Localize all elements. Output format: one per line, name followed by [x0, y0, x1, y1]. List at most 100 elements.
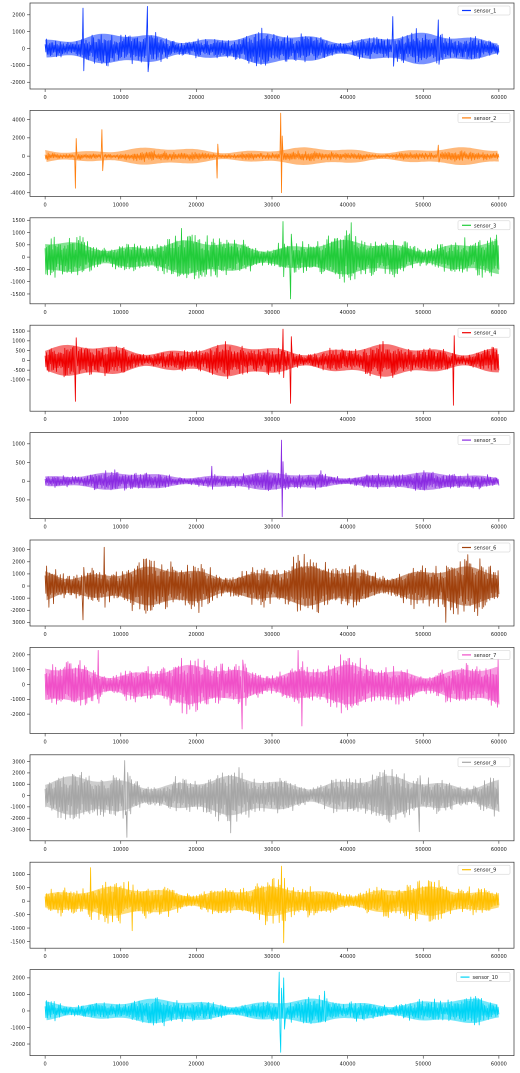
legend-label: sensor_1 [474, 9, 496, 15]
legend-box [457, 864, 511, 875]
x-tick-label: 10000 [113, 847, 129, 853]
legend: sensor_7 [457, 650, 511, 660]
x-tick-label: 50000 [415, 847, 431, 853]
y-tick-label: -500 [14, 912, 25, 918]
y-tick-label: 0 [22, 479, 25, 485]
y-tick-label: 2000 [12, 771, 25, 777]
series-line [44, 328, 500, 406]
y-tick-label: -1000 [10, 926, 25, 932]
y-tick-label: 0 [22, 255, 25, 261]
x-tick-label: 20000 [188, 1062, 204, 1068]
x-tick-label: 0 [44, 1062, 47, 1068]
x-tick-label: 20000 [188, 525, 204, 531]
x-tick-label: 40000 [340, 632, 356, 638]
x-tick-label: 10000 [113, 954, 129, 960]
y-tick-label: -3000 [10, 827, 25, 833]
legend: sensor_9 [457, 864, 511, 875]
y-tick-label: -500 [14, 267, 25, 273]
x-tick-label: 0 [44, 525, 47, 531]
x-tick-label: 0 [44, 417, 47, 423]
x-tick-label: 10000 [113, 417, 129, 423]
chart-panel-5: 0 10000 20000 30000 40000 50000 60000 500 0 500 10… [12, 432, 515, 531]
x-tick-label: 40000 [340, 310, 356, 316]
y-tick-label: -1000 [10, 697, 25, 703]
x-tick-label: 20000 [188, 632, 204, 638]
legend-box [457, 113, 511, 123]
x-tick-label: 10000 [113, 310, 129, 316]
series-line [44, 865, 500, 944]
x-tick-label: 0 [44, 847, 47, 853]
legend: sensor_10 [456, 972, 511, 982]
legend-box [457, 327, 511, 338]
y-tick-label: -1500 [10, 292, 25, 298]
x-tick-label: 0 [44, 954, 47, 960]
legend-box [457, 757, 511, 768]
y-tick-label: -1000 [10, 279, 25, 285]
legend-box [457, 5, 511, 16]
x-tick-label: 30000 [264, 310, 280, 316]
x-tick-label: 50000 [415, 310, 431, 316]
chart-panel-8: 0 10000 20000 30000 40000 50000 60000-3000-200… [10, 754, 515, 853]
y-tick-label: 1000 [12, 442, 25, 448]
x-tick-label: 50000 [415, 739, 431, 745]
x-tick-label: 30000 [264, 954, 280, 960]
x-tick-label: 30000 [264, 525, 280, 531]
x-tick-label: 10000 [113, 632, 129, 638]
y-tick-label: -4000 [10, 191, 25, 197]
x-tick-label: 60000 [491, 1062, 507, 1068]
y-tick-label: 2000 [12, 976, 25, 982]
y-tick-label: -2000 [10, 608, 25, 614]
legend-box [457, 650, 511, 660]
y-tick-label: 1000 [12, 667, 25, 673]
y-tick-label: -500 [14, 368, 25, 374]
y-tick-label: 0 [22, 358, 25, 364]
y-tick-label: 1000 [12, 230, 25, 236]
y-tick-label: -1500 [10, 939, 25, 945]
x-tick-label: 10000 [113, 739, 129, 745]
y-tick-label: 500 [15, 348, 25, 354]
x-tick-label: 60000 [491, 739, 507, 745]
legend-label: sensor_2 [474, 116, 496, 122]
x-tick-label: 30000 [264, 1062, 280, 1068]
chart-panel-3: 0 10000 20000 30000 40000 50000 60000-1500-100… [10, 217, 515, 316]
x-tick-label: 0 [44, 310, 47, 316]
y-tick-label: 1000 [12, 782, 25, 788]
y-tick-label: 1000 [12, 992, 25, 998]
series-line [44, 6, 500, 73]
legend: sensor_1 [457, 5, 511, 16]
legend-label: sensor_5 [474, 438, 496, 444]
y-tick-label: 0 [22, 899, 25, 905]
x-tick-label: 60000 [491, 632, 507, 638]
y-tick-label: 4000 [12, 117, 25, 123]
x-tick-label: 0 [44, 739, 47, 745]
legend: sensor_2 [457, 113, 511, 123]
y-tick-label: 0 [22, 682, 25, 688]
y-tick-label: 3000 [12, 759, 25, 765]
legend-label: sensor_3 [474, 223, 496, 229]
x-tick-label: 0 [44, 95, 47, 101]
series-line [44, 971, 500, 1053]
y-tick-label: 2000 [12, 136, 25, 142]
legend-box [456, 972, 511, 982]
y-tick-label: -2000 [10, 172, 25, 178]
y-tick-label: 1000 [12, 29, 25, 35]
y-tick-label: 3000 [12, 620, 25, 626]
y-tick-label: -1000 [10, 596, 25, 602]
x-tick-label: 60000 [491, 417, 507, 423]
x-tick-label: 60000 [491, 95, 507, 101]
x-tick-label: 40000 [340, 1062, 356, 1068]
x-tick-label: 20000 [188, 954, 204, 960]
x-tick-label: 60000 [491, 202, 507, 208]
y-tick-label: -2000 [10, 80, 25, 86]
y-tick-label: 1000 [12, 339, 25, 345]
y-tick-label: 0 [22, 46, 25, 52]
legend-label: sensor_10 [473, 975, 498, 981]
y-tick-label: -1000 [10, 1025, 25, 1031]
x-tick-label: 40000 [340, 202, 356, 208]
x-tick-label: 50000 [415, 632, 431, 638]
y-tick-label: 1000 [12, 872, 25, 878]
y-tick-label: 0 [22, 584, 25, 590]
series-line [44, 221, 500, 300]
series-line [44, 112, 500, 194]
